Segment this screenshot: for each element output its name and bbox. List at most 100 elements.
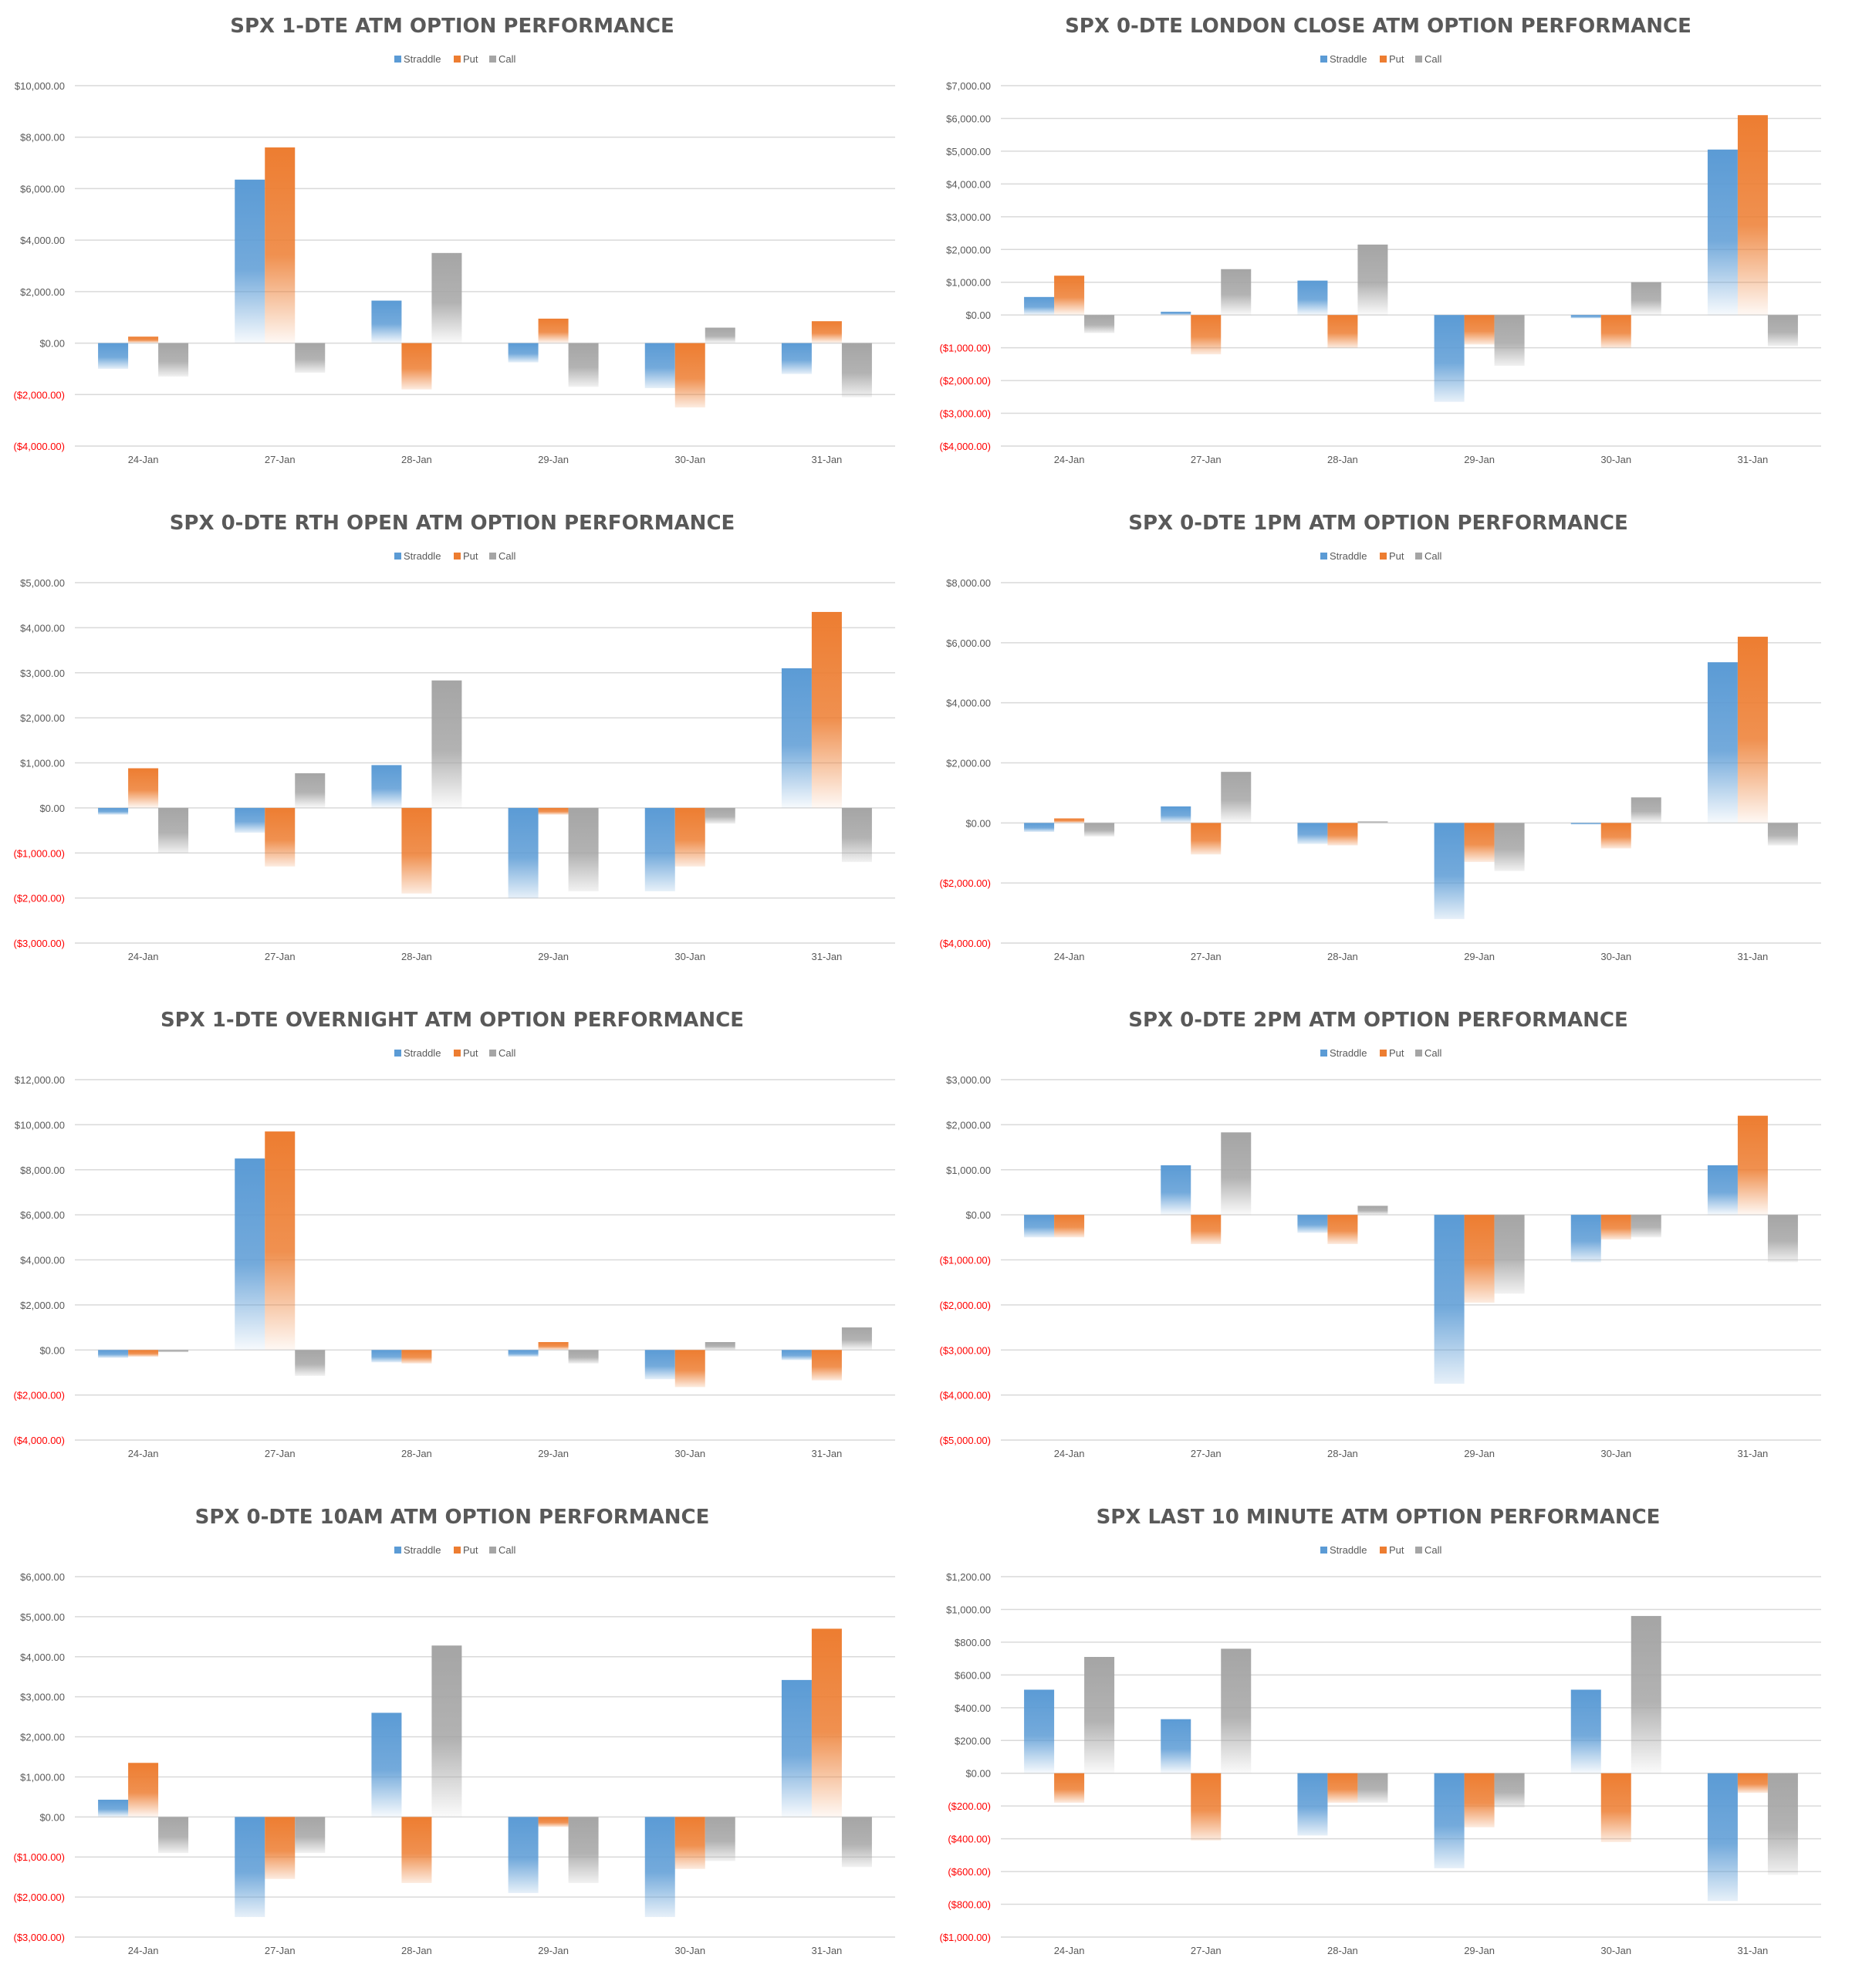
bar-put-31-jan: [811, 611, 842, 808]
y-tick-label: $10,000.00: [15, 1119, 65, 1131]
bar-call-24-jan: [158, 1817, 189, 1854]
y-tick-label: ($2,000.00): [940, 1300, 992, 1311]
x-category-label: 27-Jan: [1191, 1945, 1222, 1956]
bar-call-28-jan: [431, 680, 462, 808]
bar-call-28-jan: [431, 1645, 462, 1817]
bar-straddle-27-jan: [1161, 311, 1191, 316]
gridlines: [75, 1079, 895, 1441]
bar-call-29-jan: [568, 1817, 599, 1883]
bar-call-30-jan: [1631, 1615, 1661, 1773]
legend-item-put: Put: [1380, 1544, 1404, 1556]
bar-put-31-jan: [811, 321, 842, 343]
bar-straddle-27-jan: [235, 807, 265, 833]
bar-call-31-jan: [1767, 1773, 1798, 1875]
legend-label-straddle: Straddle: [1330, 1047, 1367, 1059]
y-tick-label: $6,000.00: [20, 1209, 65, 1221]
bar-straddle-27-jan: [1161, 1719, 1191, 1773]
y-tick-label: $200.00: [955, 1735, 991, 1746]
y-tick-label: $0.00: [965, 1768, 991, 1780]
y-tick-label: $8,000.00: [946, 577, 991, 589]
bar-put-31-jan: [811, 1628, 842, 1817]
legend-item-call: Call: [1415, 550, 1442, 562]
y-tick-label: $12,000.00: [15, 1074, 65, 1086]
x-category-label: 24-Jan: [1054, 951, 1085, 962]
x-category-label: 28-Jan: [1327, 951, 1358, 962]
x-category-label: 30-Jan: [674, 1448, 705, 1459]
bar-call-30-jan: [705, 1342, 735, 1351]
bar-call-27-jan: [295, 1817, 326, 1854]
y-tick-label: ($4,000.00): [14, 441, 66, 452]
chart-svg: SPX 0-DTE 10AM ATM OPTION PERFORMANCE Str…: [14, 1506, 895, 1956]
y-tick-label: ($4,000.00): [14, 1435, 66, 1446]
bar-straddle-31-jan: [781, 343, 812, 374]
bar-call-27-jan: [295, 773, 326, 808]
bar-put-30-jan: [674, 1350, 705, 1388]
bar-call-29-jan: [568, 807, 599, 891]
x-category-label: 28-Jan: [1327, 1448, 1358, 1459]
legend-label-put: Put: [463, 550, 478, 562]
x-category-label: 27-Jan: [265, 1448, 296, 1459]
bar-put-31-jan: [1737, 637, 1768, 823]
bar-straddle-27-jan: [235, 179, 265, 343]
chart-legend: Straddle Put Call: [394, 53, 516, 65]
bar-put-29-jan: [1464, 315, 1495, 345]
x-category-label: 27-Jan: [1191, 454, 1222, 465]
bar-call-27-jan: [1221, 1648, 1252, 1773]
x-category-label: 31-Jan: [812, 1945, 843, 1956]
bar-straddle-29-jan: [1434, 1215, 1465, 1384]
chart-title: SPX 0-DTE 1PM ATM OPTION PERFORMANCE: [1128, 512, 1628, 535]
y-tick-label: ($2,000.00): [14, 1892, 66, 1903]
bar-straddle-30-jan: [1570, 823, 1601, 825]
bar-put-24-jan: [1054, 1773, 1085, 1803]
legend-label-put: Put: [1389, 1047, 1404, 1059]
legend-item-put: Put: [454, 1047, 478, 1059]
gridlines: [1001, 1079, 1821, 1441]
bars: [98, 1131, 872, 1388]
bar-put-28-jan: [1327, 1215, 1358, 1245]
gridlines: [1001, 1576, 1821, 1938]
bars: [98, 1628, 872, 1918]
legend-item-straddle: Straddle: [1320, 550, 1367, 562]
gridlines: [75, 85, 895, 447]
x-category-label: 24-Jan: [1054, 1945, 1085, 1956]
bar-put-29-jan: [538, 318, 569, 343]
legend-swatch-call: [1415, 1050, 1422, 1057]
bar-put-27-jan: [265, 807, 296, 867]
bar-straddle-27-jan: [1161, 806, 1191, 823]
bars: [98, 611, 872, 898]
chart-svg: SPX 0-DTE 2PM ATM OPTION PERFORMANCE Stra…: [940, 1009, 1821, 1459]
bar-straddle-24-jan: [1024, 1689, 1055, 1773]
chart-legend: Straddle Put Call: [394, 1544, 516, 1556]
x-category-label: 27-Jan: [265, 951, 296, 962]
y-tick-label: $3,000.00: [20, 1692, 65, 1703]
bar-call-27-jan: [295, 1350, 326, 1376]
y-tick-label: ($2,000.00): [14, 1390, 66, 1401]
bar-call-30-jan: [1631, 282, 1661, 316]
bar-straddle-28-jan: [1297, 823, 1328, 844]
legend-swatch-straddle: [1320, 56, 1327, 63]
y-tick-label: $3,000.00: [946, 211, 991, 223]
legend-item-call: Call: [489, 53, 516, 65]
legend-item-call: Call: [489, 550, 516, 562]
y-tick-label: $2,000.00: [946, 758, 991, 769]
bar-straddle-27-jan: [235, 1817, 265, 1918]
legend-item-put: Put: [454, 53, 478, 65]
y-tick-label: $8,000.00: [20, 132, 65, 144]
x-category-label: 28-Jan: [1327, 454, 1358, 465]
bar-put-31-jan: [811, 1350, 842, 1381]
x-category-label: 24-Jan: [128, 951, 159, 962]
bar-put-30-jan: [674, 807, 705, 867]
chart-title: SPX 1-DTE ATM OPTION PERFORMANCE: [230, 15, 674, 38]
chart-panel-6: SPX 0-DTE 2PM ATM OPTION PERFORMANCE Stra…: [926, 994, 1852, 1491]
chart-legend: Straddle Put Call: [394, 1047, 516, 1059]
y-tick-label: $6,000.00: [20, 183, 65, 194]
bar-put-30-jan: [1600, 1215, 1631, 1240]
y-tick-label: $5,000.00: [20, 1611, 65, 1623]
x-category-label: 24-Jan: [128, 454, 159, 465]
x-category-label: 31-Jan: [812, 454, 843, 465]
bar-straddle-24-jan: [1024, 296, 1055, 316]
y-tick-label: ($4,000.00): [940, 1390, 992, 1401]
legend-label-straddle: Straddle: [1330, 550, 1367, 562]
bar-put-30-jan: [1600, 315, 1631, 348]
legend-swatch-put: [1380, 56, 1387, 63]
